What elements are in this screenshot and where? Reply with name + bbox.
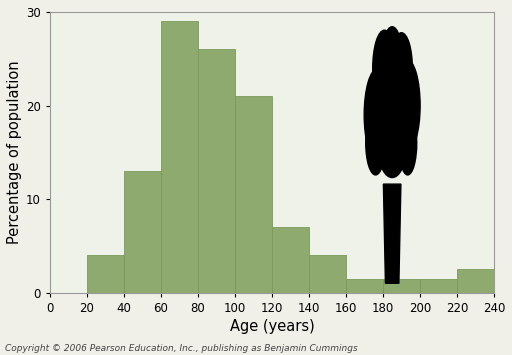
Polygon shape xyxy=(383,184,401,283)
Bar xyxy=(457,269,494,293)
Ellipse shape xyxy=(373,42,412,151)
Bar xyxy=(272,227,309,293)
Ellipse shape xyxy=(373,30,396,106)
Ellipse shape xyxy=(382,27,402,91)
Bar xyxy=(87,255,124,293)
Ellipse shape xyxy=(399,111,417,175)
Ellipse shape xyxy=(379,127,405,178)
Ellipse shape xyxy=(364,69,391,161)
Bar xyxy=(198,49,235,293)
Bar xyxy=(161,21,198,293)
Bar xyxy=(235,96,272,293)
X-axis label: Age (years): Age (years) xyxy=(229,319,314,334)
Text: Copyright © 2006 Pearson Education, Inc., publishing as Benjamin Cummings: Copyright © 2006 Pearson Education, Inc.… xyxy=(5,344,358,353)
Ellipse shape xyxy=(366,111,386,175)
Bar xyxy=(346,279,383,293)
Ellipse shape xyxy=(393,59,420,152)
Y-axis label: Percentage of population: Percentage of population xyxy=(7,60,22,244)
Bar xyxy=(383,279,420,293)
Bar xyxy=(309,255,346,293)
Bar xyxy=(124,171,161,293)
Ellipse shape xyxy=(391,33,412,103)
Bar xyxy=(420,279,457,293)
